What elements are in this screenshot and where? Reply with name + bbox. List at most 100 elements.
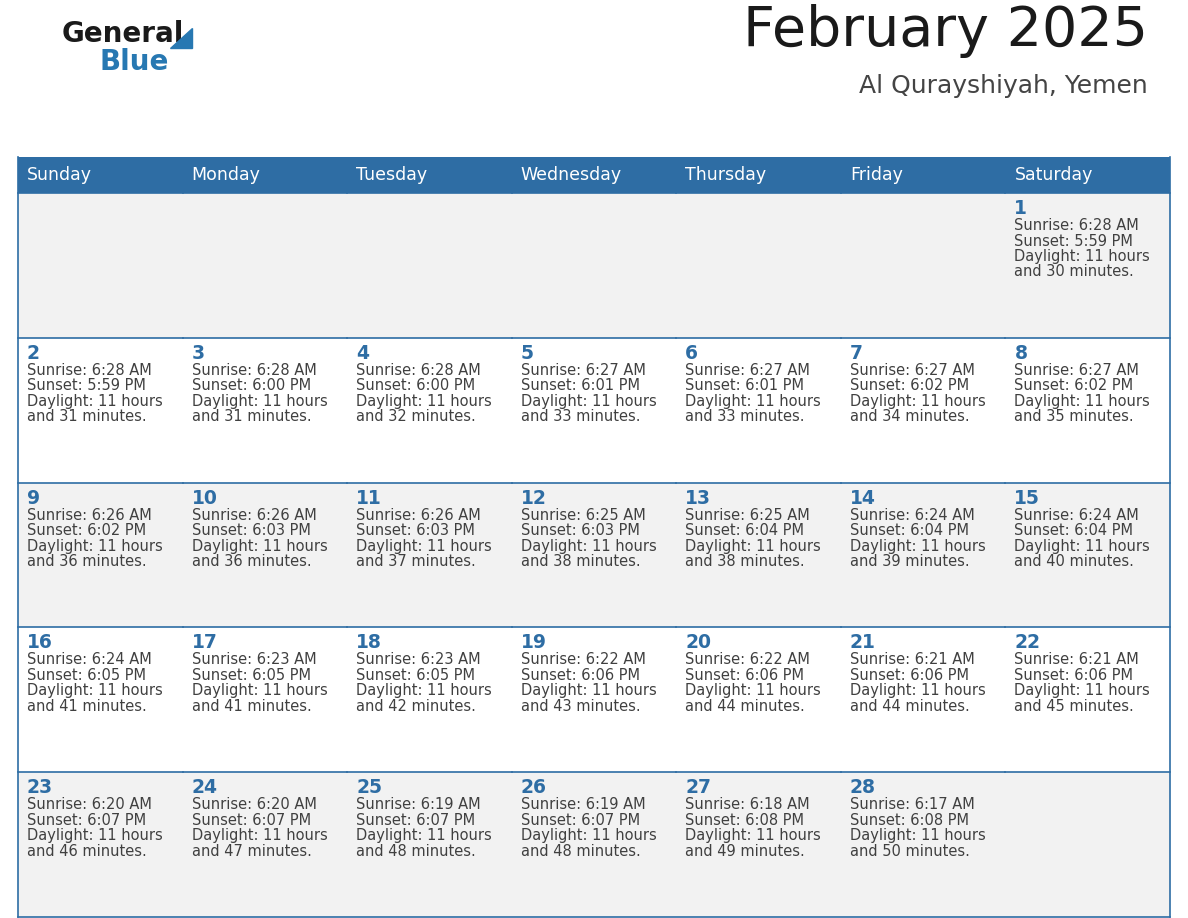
- Text: Daylight: 11 hours: Daylight: 11 hours: [520, 394, 657, 409]
- Text: Sunset: 6:06 PM: Sunset: 6:06 PM: [849, 668, 969, 683]
- Bar: [676, 157, 841, 193]
- Text: Sunset: 6:03 PM: Sunset: 6:03 PM: [191, 523, 310, 538]
- Text: and 39 minutes.: and 39 minutes.: [849, 554, 969, 569]
- Bar: [183, 627, 347, 772]
- Bar: [841, 193, 1005, 338]
- Text: Thursday: Thursday: [685, 166, 766, 184]
- Bar: [841, 627, 1005, 772]
- Text: Tuesday: Tuesday: [356, 166, 428, 184]
- Bar: [676, 772, 841, 917]
- Text: Daylight: 11 hours: Daylight: 11 hours: [685, 828, 821, 844]
- Text: 26: 26: [520, 778, 546, 797]
- Text: 24: 24: [191, 778, 217, 797]
- Text: Sunrise: 6:27 AM: Sunrise: 6:27 AM: [520, 363, 645, 378]
- Text: Sunrise: 6:21 AM: Sunrise: 6:21 AM: [1015, 653, 1139, 667]
- Bar: [512, 483, 676, 627]
- Text: Sunset: 6:07 PM: Sunset: 6:07 PM: [191, 812, 311, 828]
- Text: Daylight: 11 hours: Daylight: 11 hours: [1015, 249, 1150, 264]
- Text: and 49 minutes.: and 49 minutes.: [685, 844, 805, 858]
- Text: Daylight: 11 hours: Daylight: 11 hours: [27, 394, 163, 409]
- Bar: [18, 338, 183, 483]
- Text: Sunrise: 6:25 AM: Sunrise: 6:25 AM: [685, 508, 810, 522]
- Text: Sunset: 6:04 PM: Sunset: 6:04 PM: [1015, 523, 1133, 538]
- Text: 23: 23: [27, 778, 53, 797]
- Text: and 36 minutes.: and 36 minutes.: [191, 554, 311, 569]
- Bar: [1005, 338, 1170, 483]
- Text: Friday: Friday: [849, 166, 903, 184]
- Text: Sunset: 6:04 PM: Sunset: 6:04 PM: [685, 523, 804, 538]
- Text: and 37 minutes.: and 37 minutes.: [356, 554, 476, 569]
- Text: 25: 25: [356, 778, 383, 797]
- Text: Sunset: 6:08 PM: Sunset: 6:08 PM: [849, 812, 969, 828]
- Text: Daylight: 11 hours: Daylight: 11 hours: [685, 683, 821, 699]
- Bar: [512, 193, 676, 338]
- Text: Sunrise: 6:24 AM: Sunrise: 6:24 AM: [849, 508, 974, 522]
- Text: Daylight: 11 hours: Daylight: 11 hours: [191, 828, 328, 844]
- Text: Daylight: 11 hours: Daylight: 11 hours: [520, 539, 657, 554]
- Bar: [1005, 157, 1170, 193]
- Text: Sunrise: 6:27 AM: Sunrise: 6:27 AM: [849, 363, 974, 378]
- Text: Sunset: 6:05 PM: Sunset: 6:05 PM: [27, 668, 146, 683]
- Text: Sunrise: 6:24 AM: Sunrise: 6:24 AM: [1015, 508, 1139, 522]
- Text: Sunset: 6:07 PM: Sunset: 6:07 PM: [356, 812, 475, 828]
- Bar: [183, 193, 347, 338]
- Text: Daylight: 11 hours: Daylight: 11 hours: [356, 394, 492, 409]
- Text: and 33 minutes.: and 33 minutes.: [685, 409, 804, 424]
- Text: Daylight: 11 hours: Daylight: 11 hours: [849, 539, 986, 554]
- Text: Sunset: 6:05 PM: Sunset: 6:05 PM: [356, 668, 475, 683]
- Text: Daylight: 11 hours: Daylight: 11 hours: [191, 683, 328, 699]
- Bar: [512, 627, 676, 772]
- Text: Sunset: 6:01 PM: Sunset: 6:01 PM: [520, 378, 639, 393]
- Text: Daylight: 11 hours: Daylight: 11 hours: [356, 828, 492, 844]
- Text: and 35 minutes.: and 35 minutes.: [1015, 409, 1135, 424]
- Text: and 41 minutes.: and 41 minutes.: [191, 699, 311, 714]
- Bar: [347, 338, 512, 483]
- Text: Sunrise: 6:23 AM: Sunrise: 6:23 AM: [356, 653, 481, 667]
- Text: Sunrise: 6:28 AM: Sunrise: 6:28 AM: [356, 363, 481, 378]
- Text: and 47 minutes.: and 47 minutes.: [191, 844, 311, 858]
- Text: Sunrise: 6:27 AM: Sunrise: 6:27 AM: [685, 363, 810, 378]
- Text: Daylight: 11 hours: Daylight: 11 hours: [685, 539, 821, 554]
- Text: Sunset: 6:01 PM: Sunset: 6:01 PM: [685, 378, 804, 393]
- Text: Sunrise: 6:27 AM: Sunrise: 6:27 AM: [1015, 363, 1139, 378]
- Bar: [18, 627, 183, 772]
- Text: Sunset: 6:07 PM: Sunset: 6:07 PM: [520, 812, 640, 828]
- Bar: [841, 157, 1005, 193]
- Bar: [347, 193, 512, 338]
- Text: Sunrise: 6:24 AM: Sunrise: 6:24 AM: [27, 653, 152, 667]
- Text: Blue: Blue: [100, 48, 170, 76]
- Text: Sunrise: 6:21 AM: Sunrise: 6:21 AM: [849, 653, 974, 667]
- Text: and 30 minutes.: and 30 minutes.: [1015, 264, 1135, 279]
- Bar: [1005, 627, 1170, 772]
- Text: Sunset: 6:00 PM: Sunset: 6:00 PM: [356, 378, 475, 393]
- Bar: [841, 483, 1005, 627]
- Text: Sunset: 6:07 PM: Sunset: 6:07 PM: [27, 812, 146, 828]
- Text: 6: 6: [685, 344, 699, 363]
- Text: 10: 10: [191, 488, 217, 508]
- Text: 20: 20: [685, 633, 712, 653]
- Text: Daylight: 11 hours: Daylight: 11 hours: [520, 683, 657, 699]
- Bar: [676, 338, 841, 483]
- Text: and 31 minutes.: and 31 minutes.: [191, 409, 311, 424]
- Text: Sunset: 6:03 PM: Sunset: 6:03 PM: [356, 523, 475, 538]
- Bar: [18, 193, 183, 338]
- Text: Daylight: 11 hours: Daylight: 11 hours: [849, 828, 986, 844]
- Bar: [512, 338, 676, 483]
- Bar: [676, 627, 841, 772]
- Text: Saturday: Saturday: [1015, 166, 1093, 184]
- Text: and 50 minutes.: and 50 minutes.: [849, 844, 969, 858]
- Text: Sunrise: 6:23 AM: Sunrise: 6:23 AM: [191, 653, 316, 667]
- Bar: [18, 772, 183, 917]
- Bar: [1005, 772, 1170, 917]
- Text: and 46 minutes.: and 46 minutes.: [27, 844, 147, 858]
- Text: Sunset: 6:02 PM: Sunset: 6:02 PM: [849, 378, 969, 393]
- Text: Sunset: 6:04 PM: Sunset: 6:04 PM: [849, 523, 969, 538]
- Bar: [347, 157, 512, 193]
- Text: Sunset: 6:06 PM: Sunset: 6:06 PM: [685, 668, 804, 683]
- Text: Sunset: 6:08 PM: Sunset: 6:08 PM: [685, 812, 804, 828]
- Text: 12: 12: [520, 488, 546, 508]
- Text: Sunset: 6:05 PM: Sunset: 6:05 PM: [191, 668, 310, 683]
- Text: 9: 9: [27, 488, 40, 508]
- Text: Daylight: 11 hours: Daylight: 11 hours: [27, 828, 163, 844]
- Bar: [347, 772, 512, 917]
